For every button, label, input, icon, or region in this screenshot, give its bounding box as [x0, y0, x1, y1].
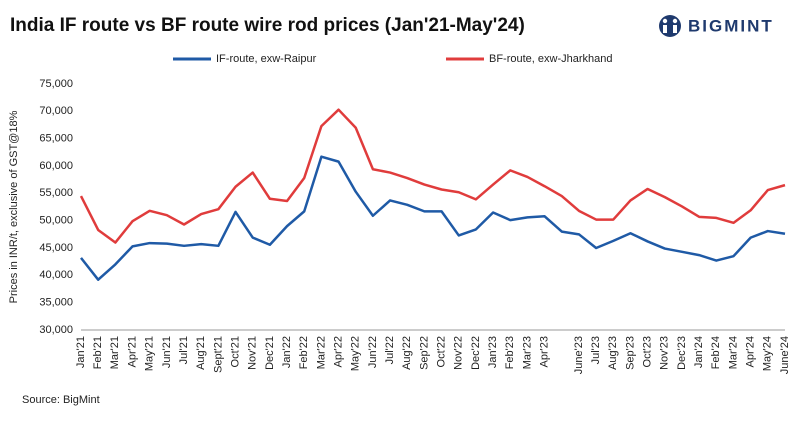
- x-tick-label: Sept'21: [212, 336, 224, 373]
- x-tick-label: Feb'21: [92, 336, 104, 369]
- x-tick-label: Jan'23: [487, 336, 499, 368]
- y-tick-label: 55,000: [39, 187, 73, 199]
- x-tick-label: Feb'22: [298, 336, 310, 369]
- x-tick-label: Oct'22: [435, 336, 447, 367]
- x-tick-label: Apr'21: [126, 336, 138, 367]
- chart-title: India IF route vs BF route wire rod pric…: [10, 15, 525, 36]
- y-tick-label: 75,000: [39, 78, 73, 90]
- x-tick-label: Feb'24: [710, 336, 722, 369]
- x-tick-label: May'21: [144, 336, 156, 371]
- x-tick-label: Mar'21: [109, 336, 121, 369]
- x-tick-label: Aug'22: [401, 336, 413, 370]
- legend-label: BF-route, exw-Jharkhand: [489, 53, 613, 65]
- x-tick-label: May'24: [762, 336, 774, 371]
- x-tick-label: Sep'22: [418, 336, 430, 370]
- x-tick-label: Jun'22: [367, 336, 379, 368]
- y-tick-label: 70,000: [39, 105, 73, 117]
- x-tick-label: Jul'23: [590, 336, 602, 364]
- x-tick-label: Dec'21: [264, 336, 276, 370]
- x-tick-label: Mar'22: [315, 336, 327, 369]
- x-tick-label: Apr'24: [745, 336, 757, 367]
- y-tick-label: 60,000: [39, 160, 73, 172]
- x-tick-label: Oct'23: [642, 336, 654, 367]
- series-line: [80, 155, 786, 281]
- y-tick-label: 40,000: [39, 269, 73, 281]
- x-tick-label: Apr'22: [332, 336, 344, 367]
- x-tick-label: Jun'21: [161, 336, 173, 368]
- x-tick-label: June'24: [779, 336, 791, 374]
- x-tick-label: Sep'23: [624, 336, 636, 370]
- x-tick-label: Aug'23: [607, 336, 619, 370]
- y-axis-label: Prices in INR/t, exclusive of GST@18%: [8, 110, 20, 303]
- x-tick-label: Jan'24: [693, 336, 705, 368]
- x-tick-label: Nov'22: [453, 336, 465, 370]
- series-line: [79, 108, 786, 244]
- x-tick-label: Nov'21: [247, 336, 259, 370]
- x-tick-label: Aug'21: [195, 336, 207, 370]
- x-tick-label: June'23: [573, 336, 585, 374]
- x-tick-label: Oct'21: [229, 336, 241, 367]
- legend-label: IF-route, exw-Raipur: [216, 53, 317, 65]
- x-tick-label: Apr'23: [539, 336, 551, 367]
- x-tick-label: Dec'23: [676, 336, 688, 370]
- x-tick-label: Mar'24: [727, 336, 739, 369]
- x-tick-label: Dec'22: [470, 336, 482, 370]
- logo-icon: [659, 15, 681, 37]
- x-tick-label: Jan'22: [281, 336, 293, 368]
- y-tick-label: 35,000: [39, 297, 73, 309]
- y-tick-label: 45,000: [39, 242, 73, 254]
- y-tick-label: 30,000: [39, 324, 73, 336]
- y-tick-label: 65,000: [39, 133, 73, 145]
- source: Source: BigMint: [22, 394, 100, 406]
- x-tick-label: Nov'23: [659, 336, 671, 370]
- x-tick-label: Mar'23: [521, 336, 533, 369]
- y-tick-label: 50,000: [39, 215, 73, 227]
- x-tick-label: Jan'21: [75, 336, 87, 368]
- x-tick-label: Jul'21: [178, 336, 190, 364]
- x-tick-label: May'22: [350, 336, 362, 371]
- logo: BIGMINT: [688, 16, 774, 35]
- x-tick-label: Feb'23: [504, 336, 516, 369]
- x-tick-label: Jul'22: [384, 336, 396, 364]
